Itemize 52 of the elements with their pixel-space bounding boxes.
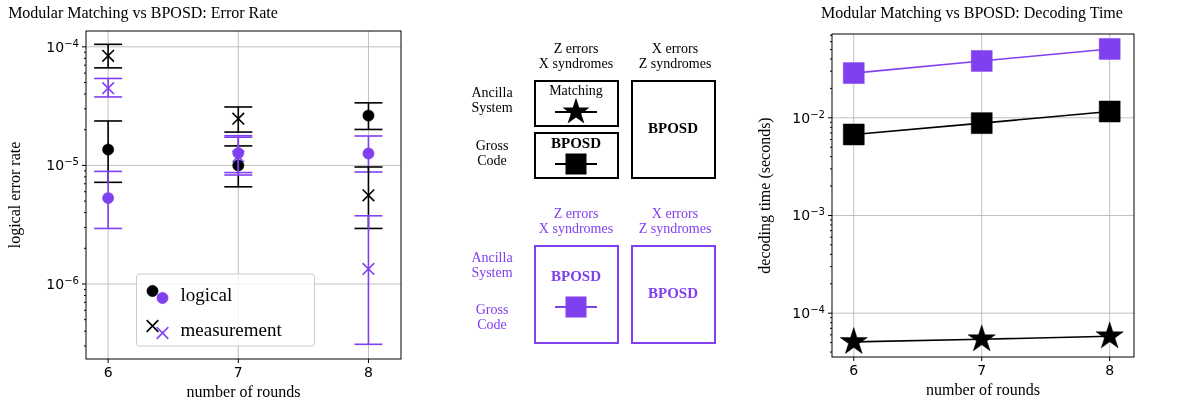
y-tick-label: 10$^{−4}$ <box>792 303 825 322</box>
x-tick-label: 6 <box>849 362 859 378</box>
y-axis-title: decoding time (seconds) <box>756 117 774 274</box>
point <box>361 188 376 202</box>
point <box>361 262 376 276</box>
point <box>231 112 245 126</box>
text: BPOSD <box>647 285 699 302</box>
chart-title: Modular Matching vs BPOSD: Error Rate <box>8 4 278 22</box>
y-tick-label: 10$^{−4}$ <box>46 37 79 55</box>
text: Ancilla System <box>471 250 514 281</box>
text: BPOSD <box>647 120 699 137</box>
point <box>839 327 868 354</box>
point <box>843 123 865 146</box>
y-tick-label: 10$^{−5}$ <box>46 155 79 174</box>
x-tick-label: 6 <box>103 364 113 380</box>
text: Gross Code <box>475 302 509 333</box>
point <box>970 50 993 72</box>
x-tick-label: 8 <box>364 364 373 380</box>
text: Z errors X syndromes <box>538 206 614 237</box>
text: X errors Z syndromes <box>638 41 712 72</box>
y-tick-label: 10$^{−6}$ <box>46 274 79 292</box>
y-axis-title: logical error rate <box>6 141 24 249</box>
x-axis-title: number of rounds <box>186 383 301 400</box>
text: Gross Code <box>475 138 509 169</box>
point <box>1098 38 1121 60</box>
text: Matching <box>549 83 603 99</box>
x-tick-label: 8 <box>1105 362 1115 378</box>
point <box>970 112 993 134</box>
text: BPOSD <box>550 135 602 152</box>
text: X errors Z syndromes <box>638 206 712 237</box>
text: Ancilla System <box>471 85 514 116</box>
text: Z errors X syndromes <box>538 41 614 72</box>
x-tick-label: 7 <box>977 362 987 378</box>
point <box>101 49 115 63</box>
text: BPOSD <box>550 268 602 285</box>
legend-label: measurement <box>180 319 283 340</box>
point <box>1095 321 1124 349</box>
point <box>362 109 375 122</box>
y-tick-label: 10$^{−2}$ <box>792 108 825 126</box>
point <box>231 149 245 164</box>
point <box>102 143 115 156</box>
point <box>101 81 115 95</box>
y-tick-label: 10$^{−3}$ <box>792 206 825 224</box>
x-axis-title: number of rounds <box>926 381 1040 398</box>
point <box>102 192 115 204</box>
point <box>1098 100 1121 123</box>
point <box>967 324 996 352</box>
point <box>362 147 375 160</box>
x-tick-label: 7 <box>233 364 243 380</box>
chart-title: Modular Matching vs BPOSD: Decoding Time <box>821 4 1123 22</box>
point <box>843 62 865 84</box>
legend-label: logical <box>180 284 233 305</box>
